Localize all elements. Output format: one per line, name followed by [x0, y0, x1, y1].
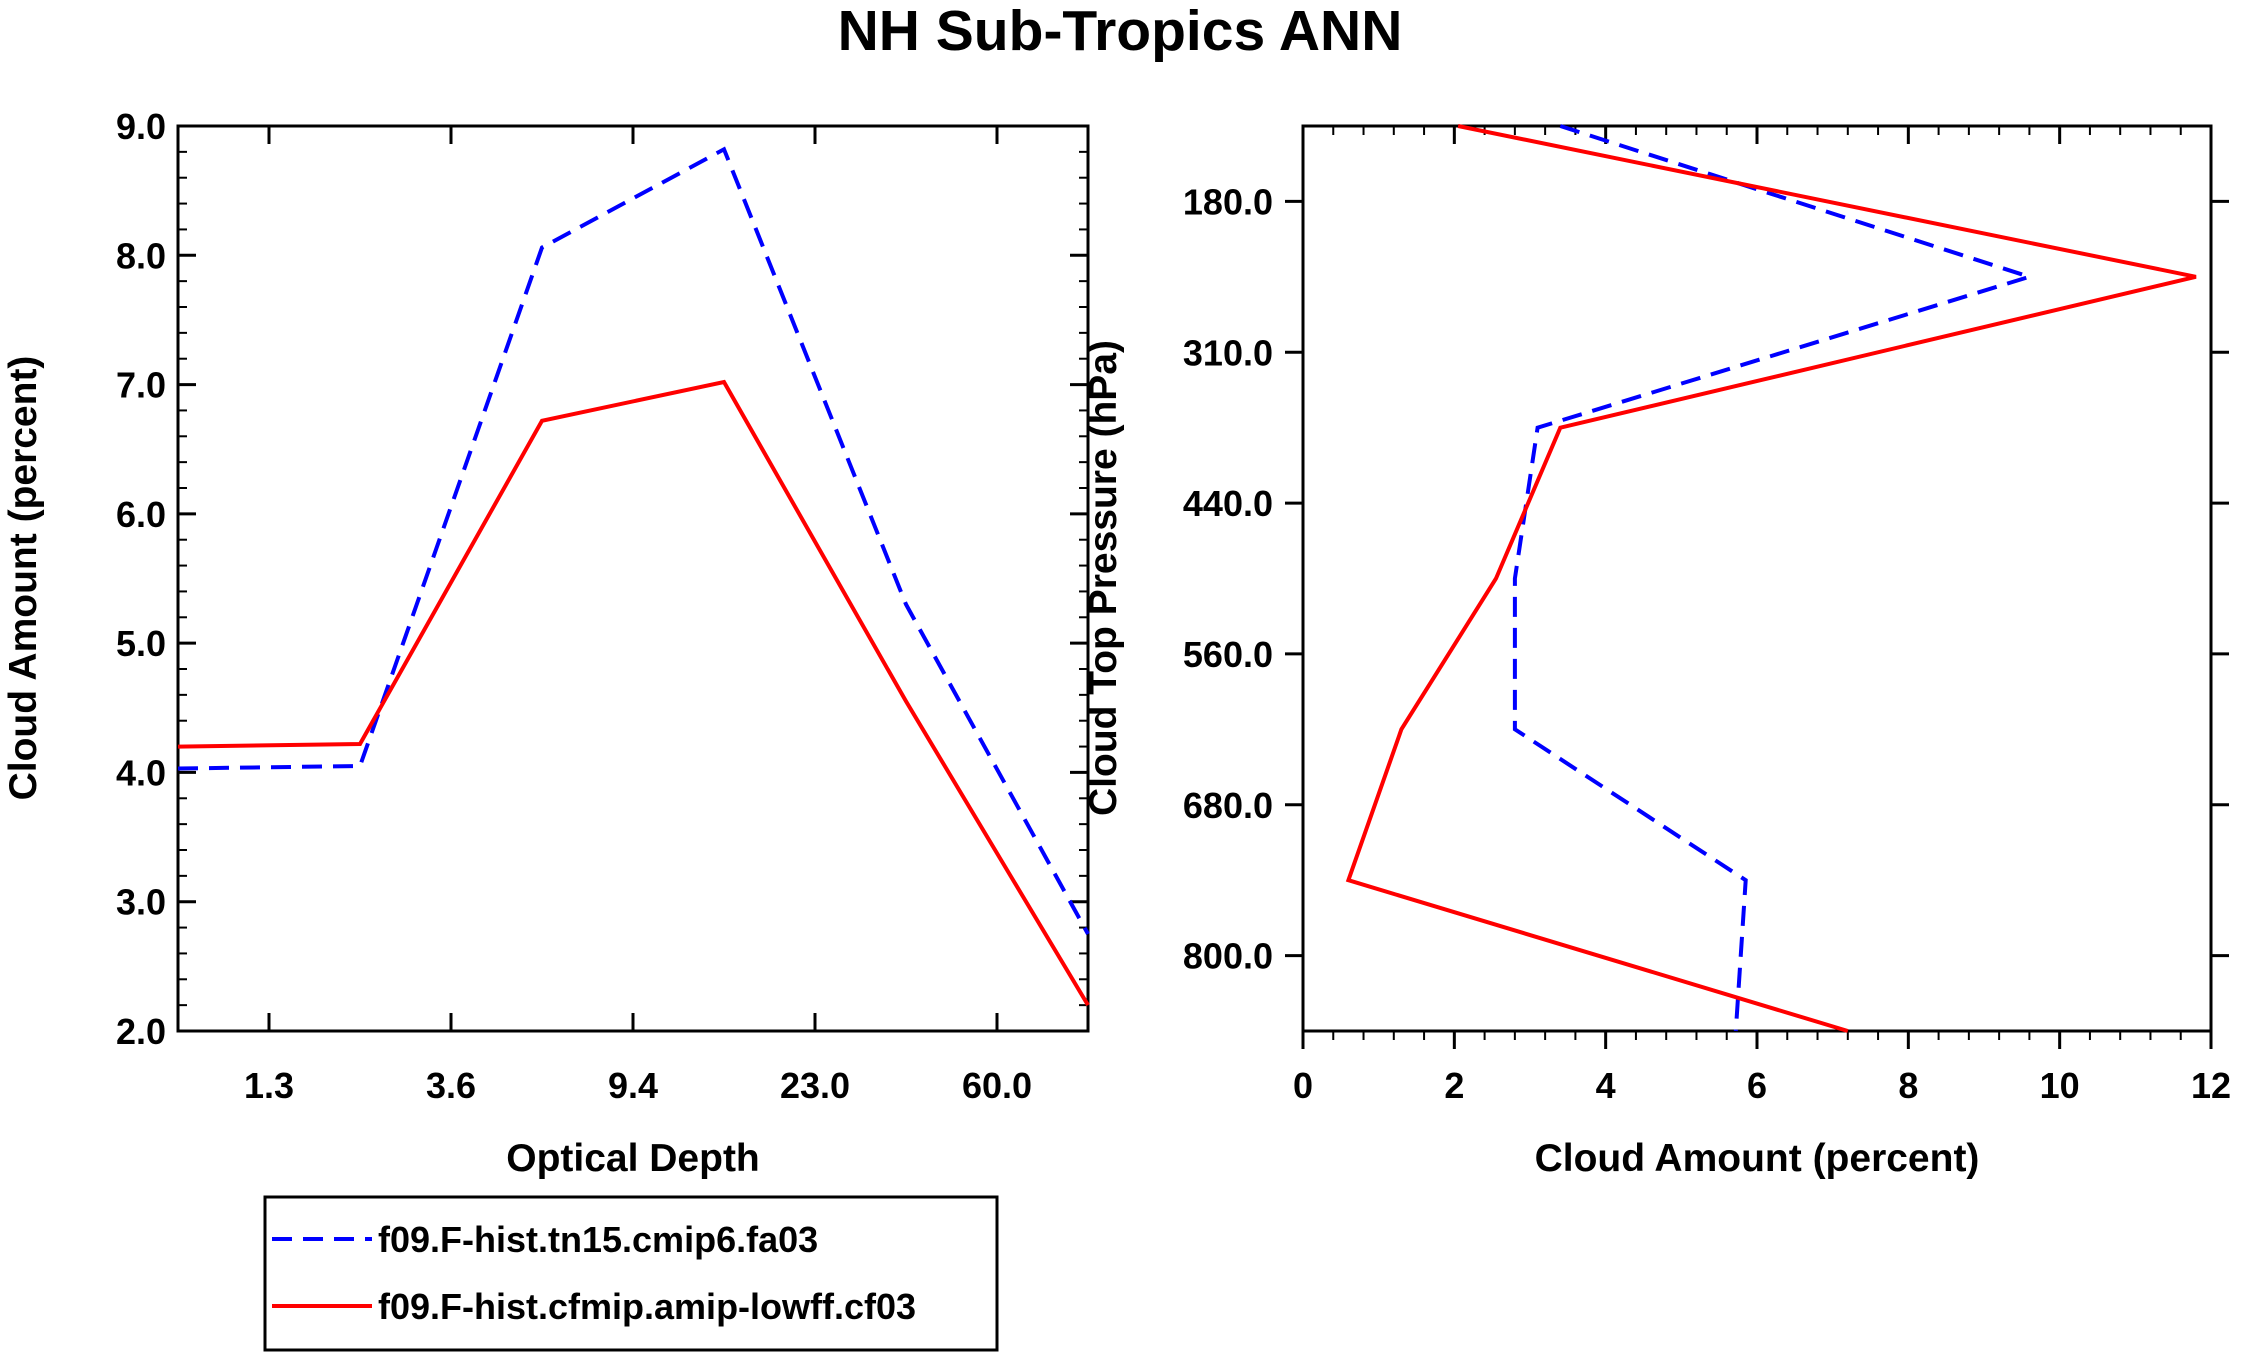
- left-x-axis-label: Optical Depth: [506, 1137, 760, 1180]
- right-y-ticks: 180.0 310.0 440.0 560.0 680.0 800.0: [1183, 181, 2229, 977]
- right-x-ticks: 0 2 4 6 8 10 12: [1293, 126, 2231, 1106]
- right-x-tick-label: 0: [1293, 1065, 1313, 1106]
- right-y-tick-label: 560.0: [1183, 634, 1273, 675]
- left-series-line-2: [177, 379, 1090, 1007]
- left-y-tick-label: 3.0: [116, 882, 166, 923]
- left-x-tick-label: 9.4: [608, 1065, 658, 1106]
- right-x-tick-label: 12: [2191, 1065, 2231, 1106]
- legend-label-series-1: f09.F-hist.tn15.cmip6.fa03: [378, 1219, 818, 1260]
- right-minor-ticks: [1332, 126, 2182, 1040]
- right-y-tick-label: 680.0: [1183, 785, 1273, 826]
- left-y-tick-label: 6.0: [116, 494, 166, 535]
- left-y-axis-label: Cloud Amount (percent): [2, 356, 45, 801]
- right-plot-frame: [1301, 124, 2213, 1033]
- right-y-tick-label: 310.0: [1183, 332, 1273, 373]
- legend-label-series-2: f09.F-hist.cfmip.amip-lowff.cf03: [378, 1286, 916, 1327]
- left-x-tick-label: 3.6: [426, 1065, 476, 1106]
- left-x-tick-label: 23.0: [780, 1065, 850, 1106]
- right-y-tick-label: 180.0: [1183, 181, 1273, 222]
- right-series-line-2: [1345, 124, 2197, 1033]
- right-x-tick-label: 6: [1747, 1065, 1767, 1106]
- left-y-tick-label: 2.0: [116, 1011, 166, 1052]
- left-y-ticks: 2.0 3.0 4.0 5.0 6.0 7.0 8.0 9.0: [116, 106, 1088, 1052]
- left-y-tick-label: 4.0: [116, 752, 166, 793]
- left-x-tick-label: 60.0: [962, 1065, 1032, 1106]
- left-series-lines: [177, 146, 1090, 1007]
- left-plot-frame: [176, 124, 1090, 1033]
- right-x-tick-label: 2: [1444, 1065, 1464, 1106]
- legend: f09.F-hist.tn15.cmip6.fa03 f09.F-hist.cf…: [263, 1195, 999, 1352]
- right-series-line-1: [1512, 124, 2037, 1032]
- left-y-tick-label: 7.0: [116, 365, 166, 406]
- right-y-tick-label: 800.0: [1183, 936, 1273, 977]
- left-y-tick-label: 5.0: [116, 623, 166, 664]
- right-panel-cloud-top-pressure: 0 2 4 6 8 10 12 180.0 310.0 440.0 560.0 680.0 800.0…: [1082, 124, 2231, 1180]
- left-y-tick-label: 9.0: [116, 106, 166, 147]
- right-x-axis-label: Cloud Amount (percent): [1535, 1137, 1980, 1180]
- right-series-lines: [1345, 124, 2197, 1033]
- right-y-axis-label: Cloud Top Pressure (hPa): [1082, 340, 1125, 816]
- legend-box: [263, 1195, 999, 1352]
- right-x-tick-label: 10: [2040, 1065, 2080, 1106]
- left-x-tick-label: 1.3: [244, 1065, 294, 1106]
- chart-title: NH Sub-Tropics ANN: [838, 0, 1403, 63]
- left-panel-optical-depth: 1.3 3.6 9.4 23.0 60.0 2.0 3.0 4.0 5.0 6.0 7.0 8.0 9…: [2, 106, 1090, 1180]
- left-x-ticks: 1.3 3.6 9.4 23.0 60.0: [244, 126, 1032, 1106]
- left-minor-ticks: [178, 150, 1088, 1007]
- left-y-tick-label: 8.0: [116, 235, 166, 276]
- right-x-tick-label: 8: [1898, 1065, 1918, 1106]
- right-y-tick-label: 440.0: [1183, 483, 1273, 524]
- right-x-tick-label: 4: [1596, 1065, 1616, 1106]
- left-series-line-1: [177, 146, 1090, 935]
